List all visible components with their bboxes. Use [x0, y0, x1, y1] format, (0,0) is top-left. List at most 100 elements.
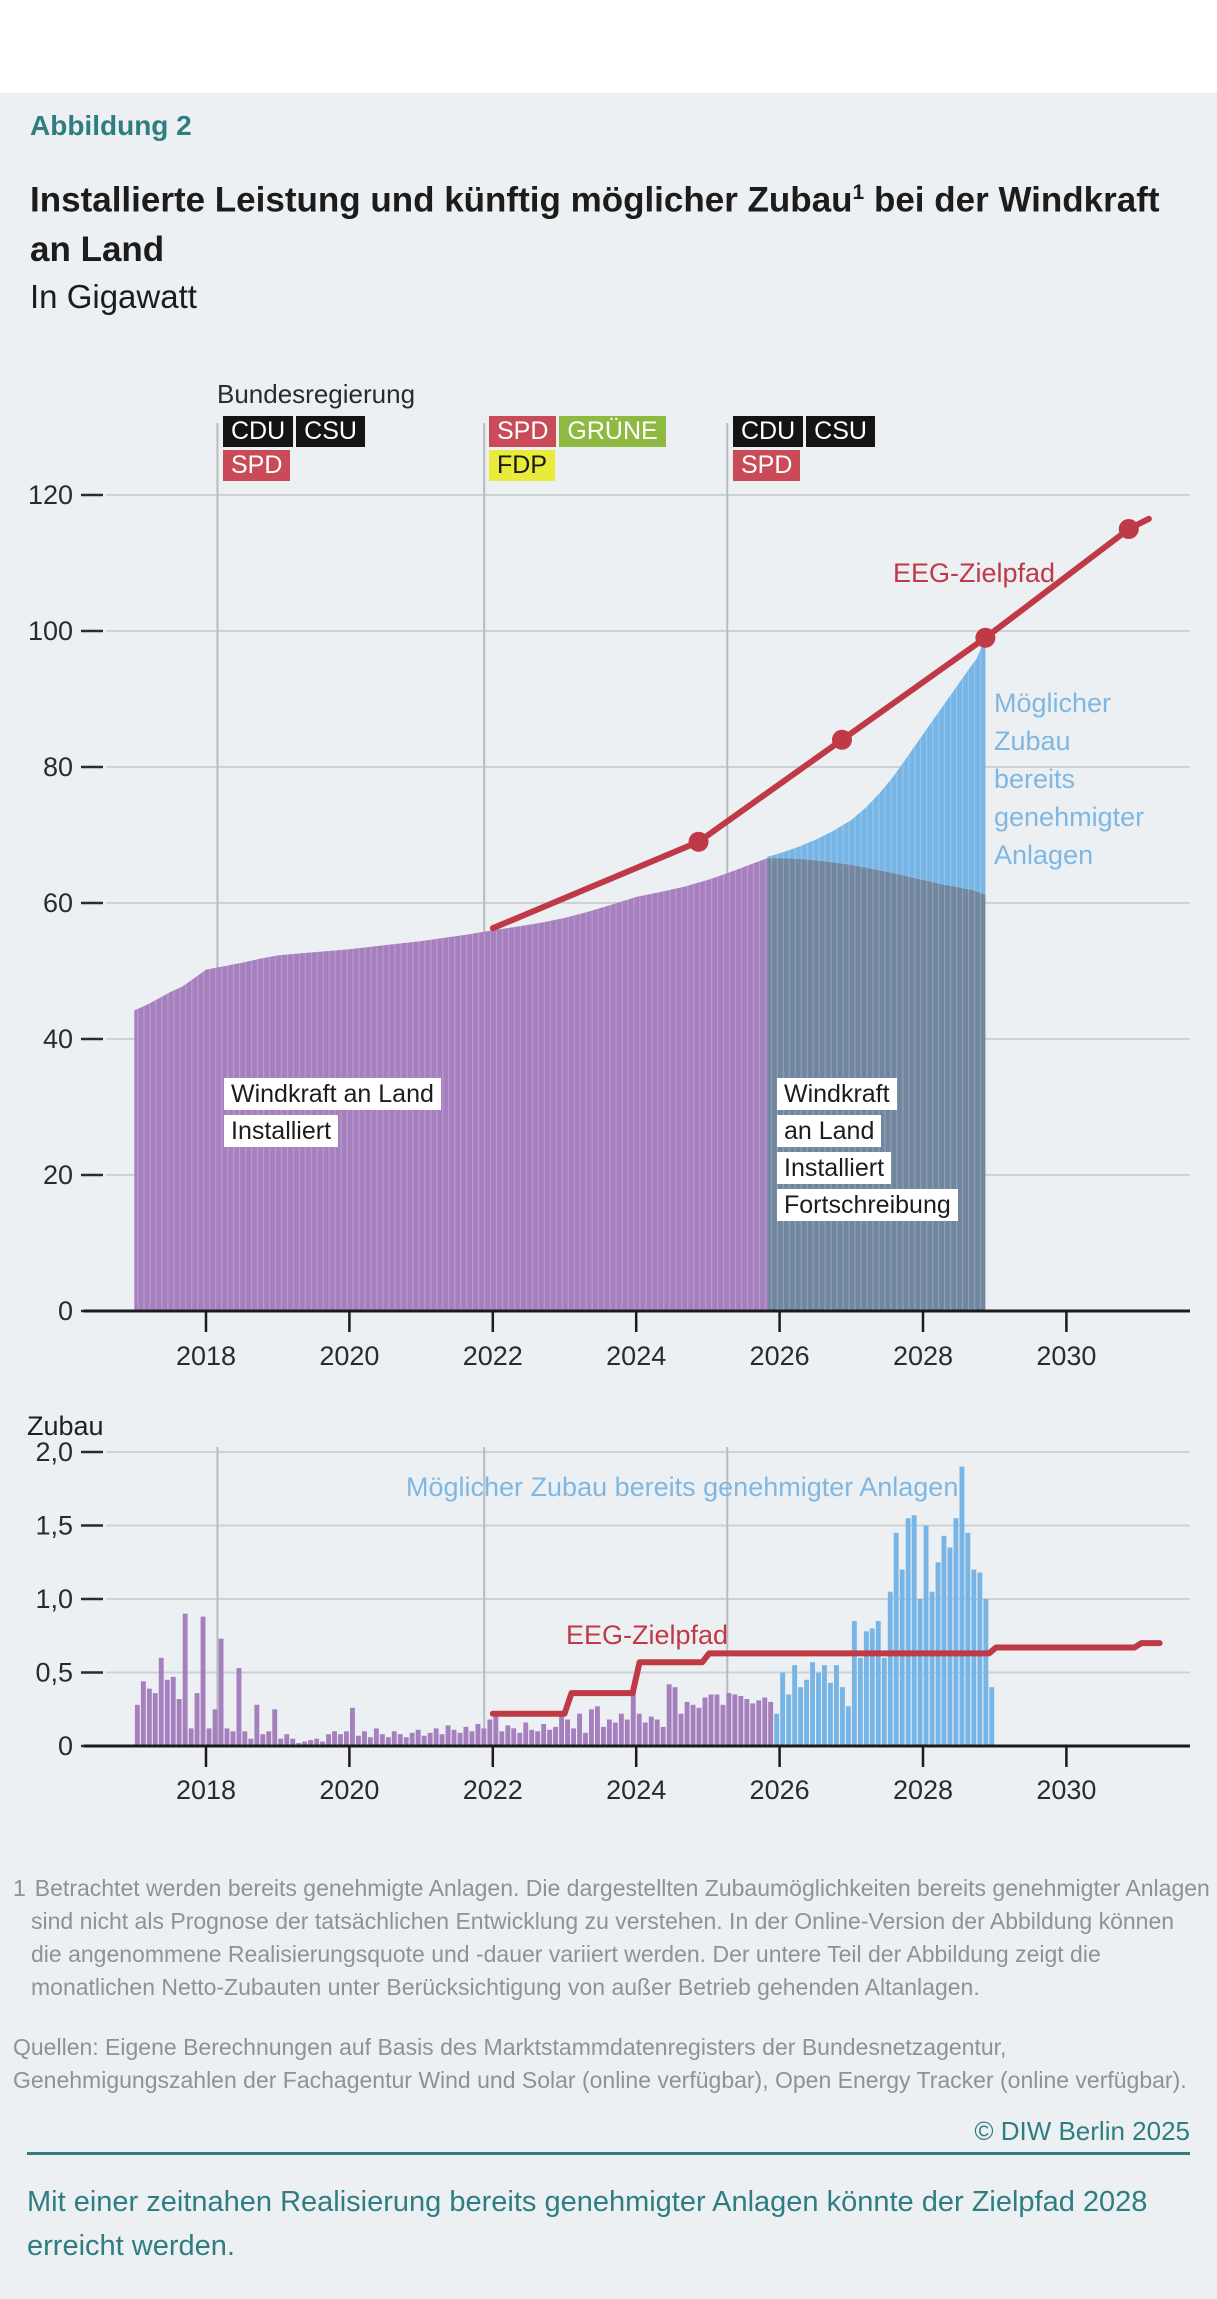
y-tick-label: 120 [28, 480, 73, 510]
monthly-bar [511, 1728, 517, 1746]
eeg-zielpfad-marker [975, 627, 996, 648]
monthly-bar [672, 1687, 678, 1746]
monthly-bar [236, 1668, 242, 1746]
monthly-bar [732, 1694, 738, 1746]
monthly-bar [834, 1665, 839, 1746]
x-tick-label: 2018 [176, 1775, 236, 1805]
monthly-bar [869, 1628, 875, 1746]
monthly-bar [206, 1728, 212, 1746]
x-tick-label: 2028 [893, 1775, 953, 1805]
y-tick-label: 0 [58, 1296, 73, 1326]
monthly-bar [451, 1729, 457, 1746]
x-tick-label: 2026 [750, 1775, 810, 1805]
sources-note: Quellen: Eigene Berechnungen auf Basis d… [13, 2034, 1187, 2093]
monthly-bar [666, 1684, 672, 1746]
monthly-bar [224, 1728, 230, 1746]
annotation-line: Anlagen [994, 840, 1094, 870]
monthly-bar [636, 1713, 642, 1746]
monthly-bar [828, 1682, 833, 1746]
government-label: Bundesregierung [217, 379, 416, 409]
monthly-bar [278, 1738, 284, 1746]
government-party-chip: SPD [733, 450, 801, 481]
y-tick-label: 1,5 [35, 1511, 73, 1541]
monthly-bar [535, 1731, 541, 1746]
monthly-bar [409, 1732, 415, 1746]
y-tick-label: 1,0 [35, 1584, 73, 1614]
monthly-bar [332, 1731, 337, 1746]
government-party-chip: CDU [223, 416, 294, 447]
monthly-bar [457, 1732, 463, 1746]
government-row: SPD [223, 450, 365, 481]
area-installiert-texture [134, 858, 768, 1311]
chip-label: Windkraft [777, 1078, 897, 1110]
x-tick-label: 2022 [463, 1341, 523, 1371]
monthly-bar [971, 1569, 977, 1746]
monthly-bar [194, 1693, 200, 1746]
monthly-bar [260, 1734, 266, 1746]
chip-label: Windkraft an Land [224, 1078, 441, 1110]
monthly-bar [804, 1679, 809, 1746]
y-tick-label: 80 [43, 752, 73, 782]
monthly-bar [302, 1741, 308, 1746]
monthly-bar [893, 1532, 899, 1746]
x-tick-label: 2026 [750, 1341, 810, 1371]
annotation-eeg-zielpfad-top: EEG-Zielpfad [893, 558, 1056, 588]
monthly-bar [660, 1726, 666, 1746]
monthly-bar [290, 1738, 296, 1746]
monthly-bar [726, 1693, 732, 1746]
annotation-line: Möglicher [994, 688, 1112, 718]
monthly-bar [254, 1704, 260, 1746]
monthly-bar [164, 1679, 170, 1746]
monthly-bar [857, 1657, 863, 1746]
eeg-zielpfad-marker [1118, 519, 1139, 539]
monthly-bar [577, 1713, 582, 1746]
eeg-zielpfad-marker [831, 729, 852, 750]
annotation-installiert-chip: Windkraft an Land Installiert [224, 1078, 441, 1152]
monthly-bar [947, 1547, 953, 1746]
monthly-bar [583, 1732, 588, 1746]
government-party-chip: SPD [489, 416, 557, 447]
figure-kicker: Abbildung 2 [30, 110, 192, 141]
monthly-bar [320, 1741, 325, 1746]
monthly-bar [917, 1599, 923, 1746]
monthly-bar [923, 1525, 929, 1746]
monthly-bar [427, 1732, 433, 1746]
monthly-bar [684, 1701, 690, 1746]
government-party-chip: GRÜNE [559, 416, 666, 447]
monthly-bar [242, 1731, 248, 1746]
monthly-bar [792, 1665, 798, 1746]
monthly-bar [756, 1700, 762, 1746]
monthly-bar [481, 1728, 487, 1746]
monthly-bar [230, 1731, 236, 1746]
monthly-bar [517, 1732, 523, 1746]
monthly-bar [445, 1725, 451, 1746]
monthly-bar [308, 1740, 314, 1746]
government-party-chip: FDP [489, 450, 555, 481]
government-group: SPD GRÜNE FDP [489, 416, 666, 484]
monthly-bar [314, 1738, 320, 1746]
monthly-bar [911, 1515, 917, 1746]
chip-label: Fortschreibung [777, 1189, 958, 1221]
monthly-bar [487, 1719, 493, 1746]
monthly-bar [887, 1591, 893, 1746]
monthly-bar [182, 1613, 188, 1746]
monthly-bar [326, 1734, 331, 1746]
monthly-bar [200, 1616, 206, 1746]
monthly-bar [690, 1704, 696, 1746]
monthly-bar [977, 1572, 983, 1746]
chip-label-line: Windkraft [777, 1078, 958, 1110]
monthly-bar [134, 1704, 140, 1746]
monthly-bar [696, 1707, 702, 1746]
monthly-bar [565, 1719, 570, 1746]
monthly-bar [863, 1631, 869, 1746]
chip-label: Installiert [224, 1115, 339, 1147]
monthly-bar [708, 1694, 714, 1746]
monthly-bar [350, 1707, 355, 1746]
annotation-moeglicher-zubau-bottom: Möglicher Zubau bereits genehmigter Anla… [406, 1472, 959, 1502]
government-group: CDU CSU SPD [223, 416, 365, 484]
government-party-chip: SPD [223, 450, 291, 481]
y-tick-label: 40 [43, 1024, 73, 1054]
monthly-bar [571, 1728, 576, 1746]
monthly-bar [989, 1687, 995, 1746]
